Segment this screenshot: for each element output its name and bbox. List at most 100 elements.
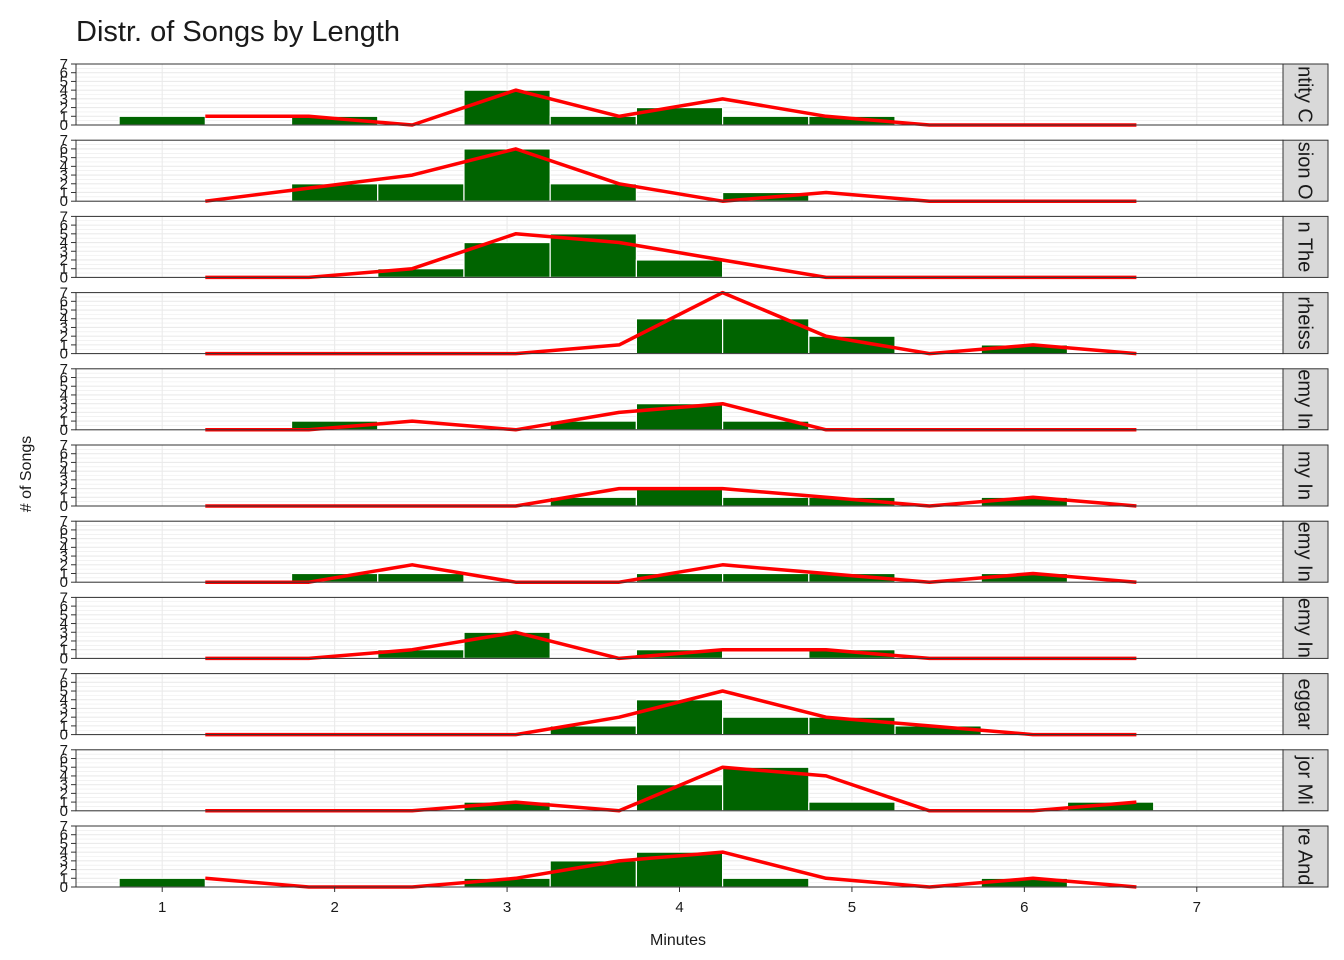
y-tick-label: 2 [60, 252, 68, 269]
y-axis-label: # of Songs [18, 436, 35, 513]
y-tick-label: 0 [60, 574, 68, 591]
x-tick-label: 7 [1193, 899, 1201, 916]
x-tick-label: 2 [330, 899, 338, 916]
y-tick-label: 1 [60, 413, 68, 430]
y-tick-label: 1 [60, 642, 68, 659]
histogram-bar [635, 259, 724, 279]
histogram-bar [808, 801, 896, 812]
y-tick-label: 2 [60, 862, 68, 879]
y-tick-label: 0 [60, 727, 68, 744]
y-tick-label: 4 [60, 463, 68, 480]
y-tick-label: 5 [60, 683, 68, 700]
x-tick-label: 3 [503, 899, 511, 916]
y-tick-label: 7 [60, 513, 68, 530]
histogram-bar [118, 115, 206, 126]
y-tick-label: 3 [60, 624, 68, 641]
y-tick-label: 5 [60, 759, 68, 776]
y-tick-label: 1 [60, 794, 68, 811]
y-tick-label: 0 [60, 879, 68, 896]
facet-strip-label: jor Mi [1294, 755, 1316, 805]
facet-strip-label: rheiss [1294, 296, 1316, 349]
y-tick-label: 5 [60, 454, 68, 471]
facet-strip-background [1282, 749, 1329, 812]
y-tick-label: 6 [60, 522, 68, 539]
y-tick-label: 7 [60, 818, 68, 835]
y-tick-label: 6 [60, 827, 68, 844]
y-tick-label: 1 [60, 718, 68, 735]
y-tick-label: 5 [60, 835, 68, 852]
y-tick-label: 5 [60, 73, 68, 90]
y-tick-label: 4 [60, 158, 68, 175]
x-tick-label: 5 [848, 899, 856, 916]
y-tick-label: 2 [60, 633, 68, 650]
y-tick-label: 4 [60, 387, 68, 404]
y-tick-label: 7 [60, 361, 68, 378]
facet-strip-background [1282, 596, 1329, 659]
facet-strip-label: emy In [1294, 598, 1316, 658]
frequency-line [205, 563, 1137, 584]
y-tick-label: 3 [60, 472, 68, 489]
y-tick-label: 3 [60, 167, 68, 184]
facet-strip: emy In [1282, 520, 1329, 583]
y-tick-label: 2 [60, 404, 68, 421]
facet-strip-label: n The [1294, 222, 1316, 273]
y-tick-label: 3 [60, 548, 68, 565]
y-tick-label: 7 [60, 132, 68, 149]
y-tick-label: 6 [60, 674, 68, 691]
y-tick-label: 5 [60, 226, 68, 243]
facet-strip-background [1282, 215, 1329, 278]
y-tick-label: 6 [60, 598, 68, 615]
x-tick-label: 1 [158, 899, 166, 916]
x-axis-label: Minutes [650, 932, 706, 949]
y-tick-label: 7 [60, 437, 68, 454]
facet-strip-background [1282, 139, 1329, 202]
y-tick-label: 5 [60, 302, 68, 319]
y-tick-label: 4 [60, 82, 68, 99]
facet-strip-background [1282, 673, 1329, 736]
y-tick-label: 0 [60, 803, 68, 820]
facet-strip-background [1282, 368, 1329, 431]
y-tick-label: 1 [60, 108, 68, 125]
facet-strip-label: my In [1294, 451, 1316, 500]
y-tick-label: 1 [60, 184, 68, 201]
facet-strip-label: re And [1294, 828, 1316, 886]
y-tick-label: 2 [60, 785, 68, 802]
facet-strip-label: sion O [1294, 142, 1316, 200]
facet-strip: my In [1282, 444, 1329, 507]
histogram-bar [722, 115, 810, 126]
histogram-bar [549, 115, 637, 126]
y-tick-label: 6 [60, 751, 68, 768]
y-tick-label: 1 [60, 565, 68, 582]
histogram-bar [722, 572, 810, 583]
facet-strip: jor Mi [1282, 749, 1329, 812]
y-tick-label: 5 [60, 531, 68, 548]
y-tick-label: 7 [60, 742, 68, 759]
x-tick-label: 4 [675, 899, 683, 916]
facet-strip: rheiss [1282, 292, 1329, 355]
facet-strip-label: eggar [1294, 679, 1316, 730]
y-tick-label: 5 [60, 378, 68, 395]
y-tick-label: 2 [60, 176, 68, 193]
y-tick-label: 0 [60, 422, 68, 439]
y-tick-label: 4 [60, 311, 68, 328]
histogram-bar [549, 183, 637, 202]
histogram-bar [635, 699, 724, 736]
facet-strip-background [1282, 292, 1329, 355]
histogram-bar [722, 496, 810, 507]
facet-strip-background [1282, 63, 1329, 126]
x-axis: 1 2 3 4 5 6 7 [158, 887, 1201, 916]
facet-strip-label: emy In [1294, 369, 1316, 429]
histogram-bar [635, 487, 724, 507]
facet-strip: ntity C [1282, 63, 1329, 126]
y-tick-label: 1 [60, 870, 68, 887]
y-tick-label: 0 [60, 269, 68, 286]
y-tick-label: 4 [60, 616, 68, 633]
